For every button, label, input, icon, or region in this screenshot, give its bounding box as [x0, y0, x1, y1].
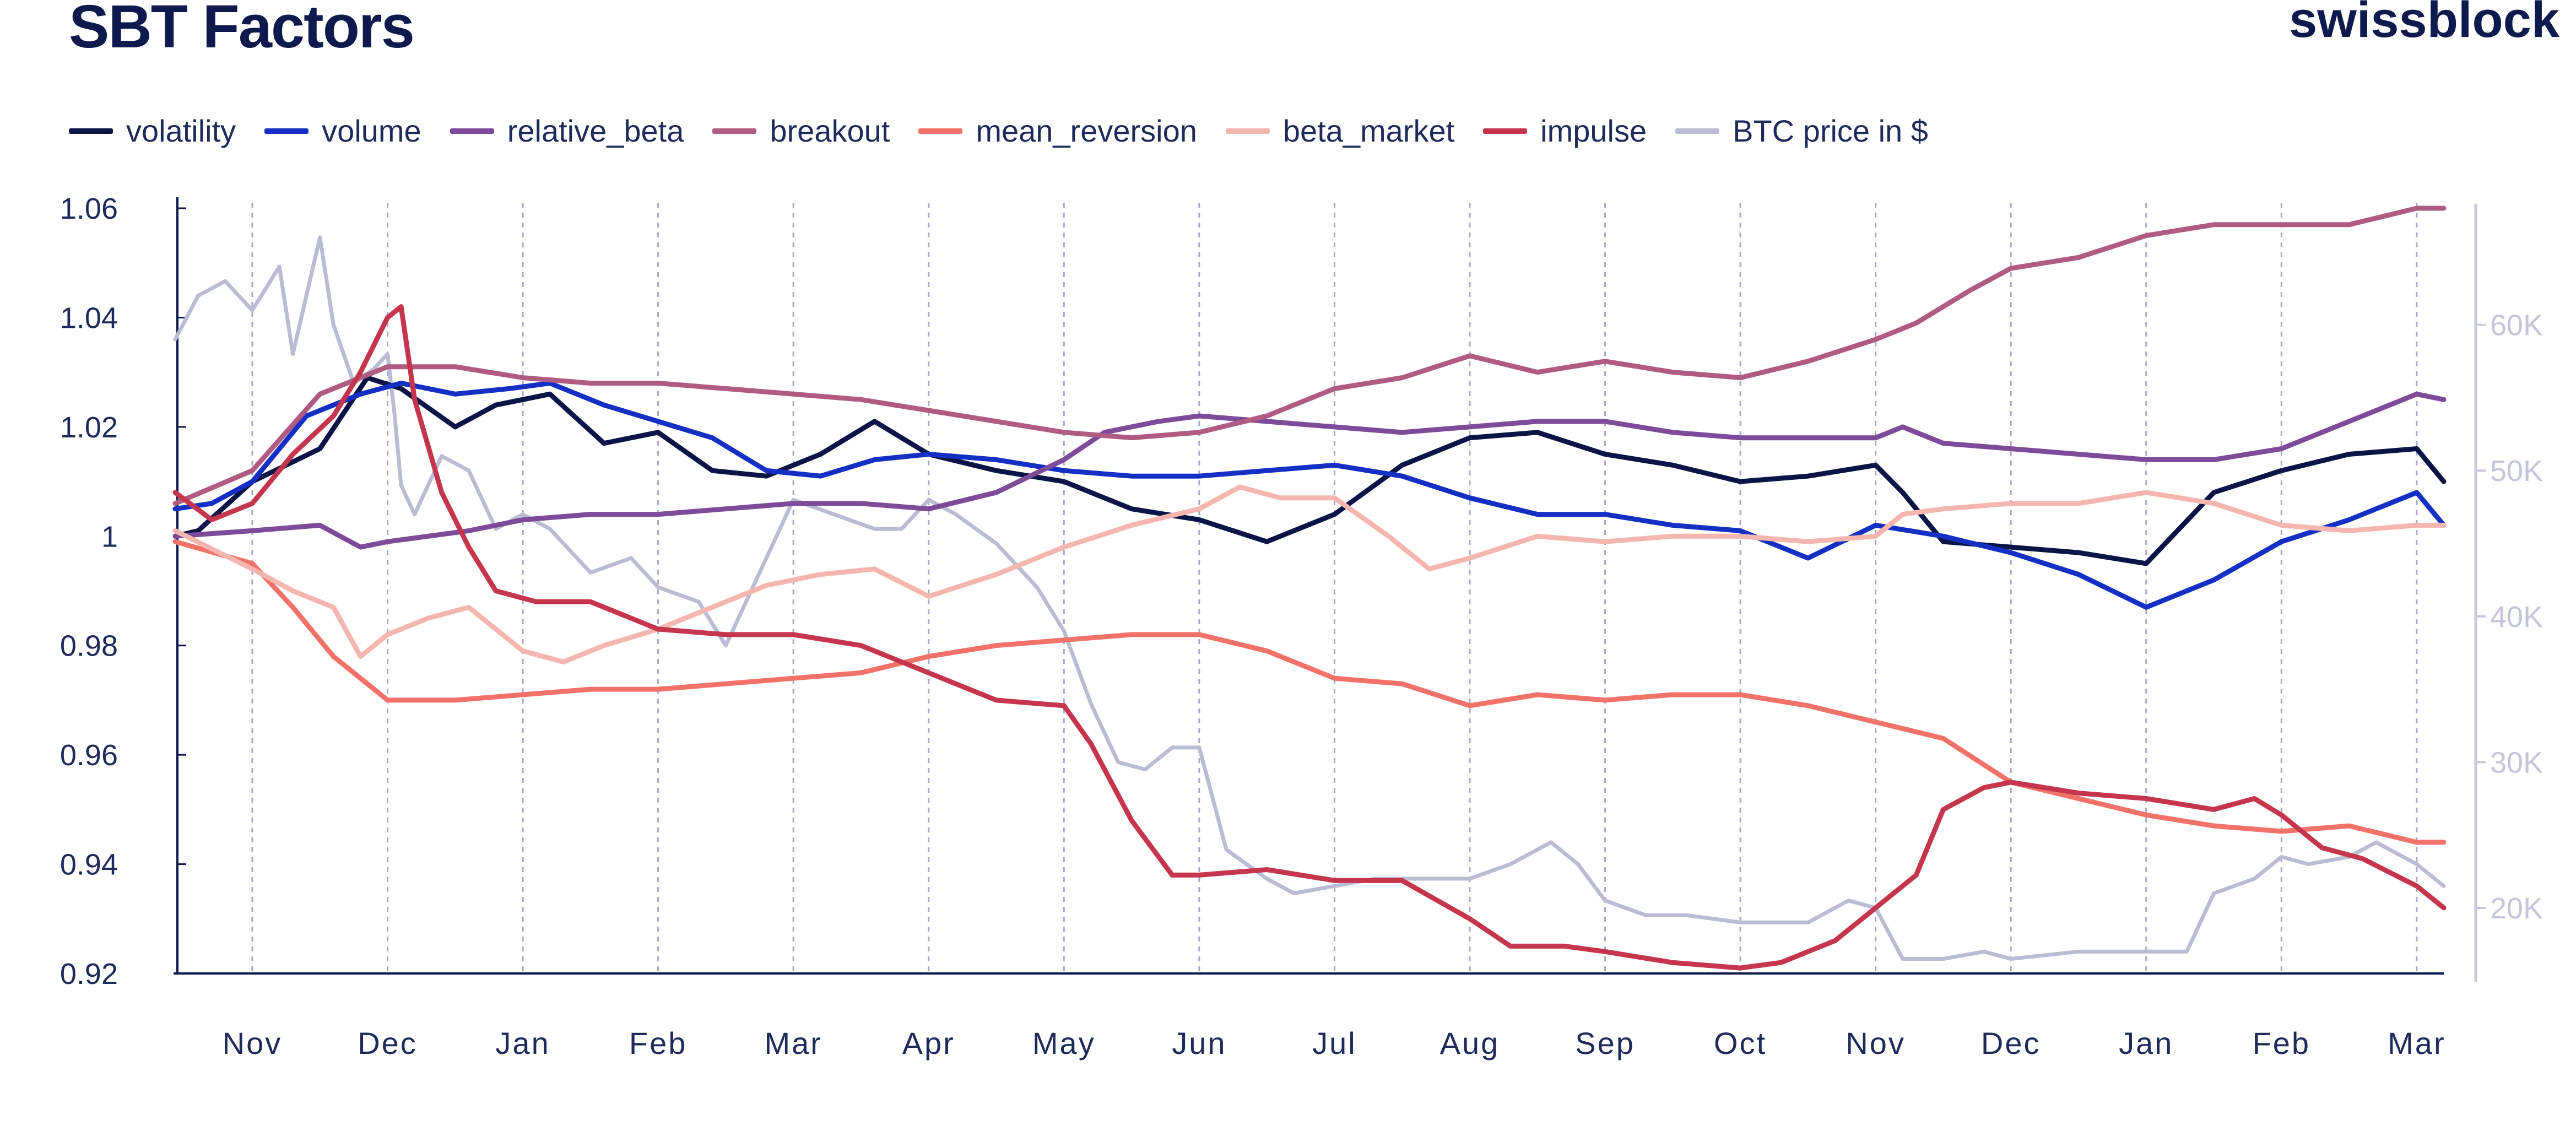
month-label-16: Mar	[2388, 1026, 2445, 1061]
legend-swatch	[450, 128, 494, 134]
legend-label: mean_reversion	[976, 113, 1197, 148]
legend-swatch	[264, 128, 309, 134]
legend-item-volatility: volatility	[69, 113, 236, 149]
series-line-impulse	[172, 304, 2447, 971]
series-line-volume	[172, 381, 2447, 610]
legend-item-mean-reversion: mean_reversion	[918, 113, 1197, 149]
month-label-1: Dec	[358, 1026, 418, 1061]
left-tick-label-4: 1	[101, 520, 118, 553]
month-label-8: Jul	[1312, 1026, 1357, 1061]
brand-logo: swissblock	[2289, 0, 2559, 48]
month-label-14: Jan	[2119, 1026, 2173, 1061]
left-tick-label-6: 1.04	[60, 301, 118, 334]
legend-item-breakout: breakout	[712, 113, 890, 149]
month-label-2: Jan	[495, 1026, 550, 1061]
right-tick-label-4: 60K	[2490, 309, 2543, 342]
legend-item-volume: volume	[264, 113, 421, 149]
legend-swatch	[1675, 128, 1720, 134]
legend-swatch	[918, 128, 963, 134]
right-tick-label-0: 20K	[2490, 892, 2543, 925]
month-label-10: Sep	[1575, 1026, 1635, 1061]
legend-item-btc-price-in: BTC price in $	[1675, 113, 1928, 149]
left-tick-label-1: 0.94	[60, 848, 118, 881]
series-line-relative-beta	[172, 391, 2447, 550]
month-label-15: Feb	[2253, 1026, 2311, 1061]
month-label-0: Nov	[223, 1026, 283, 1061]
month-label-5: Apr	[902, 1026, 955, 1061]
series-line-volatility	[172, 375, 2447, 566]
month-label-11: Oct	[1714, 1026, 1767, 1061]
month-label-4: Mar	[764, 1026, 822, 1061]
legend-swatch	[712, 128, 757, 134]
series-line-mean-reversion	[172, 539, 2447, 845]
chart-title: SBT Factors	[69, 0, 415, 61]
series-line-btc-price-in	[173, 235, 2446, 961]
series-line-beta-market	[172, 484, 2447, 664]
month-label-13: Dec	[1981, 1026, 2041, 1061]
month-label-9: Aug	[1440, 1026, 1500, 1061]
month-label-3: Feb	[629, 1026, 688, 1061]
legend-swatch	[1483, 128, 1528, 134]
legend-item-relative-beta: relative_beta	[450, 113, 684, 149]
legend-item-impulse: impulse	[1483, 113, 1647, 149]
right-tick-label-1: 30K	[2490, 746, 2543, 779]
legend-label: beta_market	[1282, 113, 1455, 148]
right-tick-label-3: 50K	[2490, 455, 2543, 488]
legend-label: breakout	[770, 113, 890, 148]
legend-label: relative_beta	[507, 113, 684, 148]
legend-label: BTC price in $	[1733, 113, 1928, 148]
legend-label: impulse	[1540, 113, 1647, 148]
legend-swatch	[1225, 128, 1270, 134]
legend: volatility volume relative_beta breakout mea…	[69, 113, 1957, 149]
legend-item-beta-market: beta_market	[1225, 113, 1455, 149]
legend-label: volume	[322, 113, 421, 148]
left-tick-label-0: 0.92	[60, 957, 118, 991]
series-line-breakout	[172, 205, 2447, 506]
left-tick-label-3: 0.98	[60, 630, 118, 663]
left-tick-label-2: 0.96	[60, 739, 118, 772]
right-tick-label-2: 40K	[2490, 600, 2543, 634]
month-label-12: Nov	[1846, 1026, 1906, 1061]
legend-swatch	[69, 128, 113, 134]
legend-label: volatility	[126, 113, 236, 148]
month-label-6: May	[1032, 1026, 1096, 1061]
left-tick-label-5: 1.02	[60, 411, 118, 444]
month-label-7: Jun	[1172, 1026, 1226, 1061]
left-tick-label-7: 1.06	[60, 192, 118, 225]
